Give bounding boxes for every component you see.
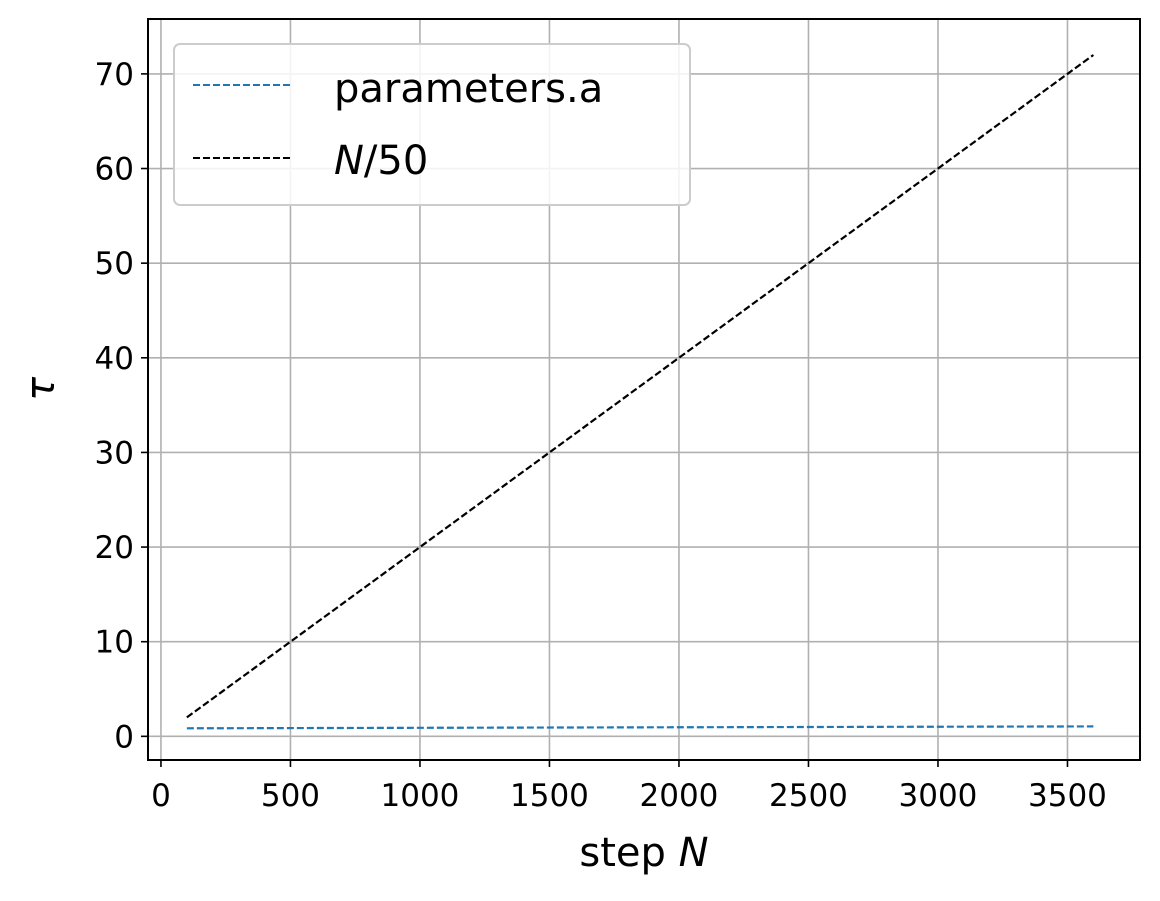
legend-entry-1-text: /50 <box>364 138 428 184</box>
axis-ticks: 0 500 1000 1500 2000 2500 3000 3500 0 10 20 30 40 50 6… <box>95 57 1107 814</box>
x-tick-label: 3500 <box>1028 778 1107 814</box>
legend-box <box>173 43 691 206</box>
x-tick-label: 1500 <box>510 778 589 814</box>
y-tick-label: 30 <box>95 435 134 471</box>
series-line-parameters-a <box>186 725 1094 730</box>
y-tick-label: 60 <box>95 152 134 188</box>
x-tick-label: 2000 <box>640 778 719 814</box>
y-tick-label: 20 <box>95 530 134 566</box>
y-axis-label: τ <box>18 376 64 401</box>
x-tick-label: 1000 <box>381 778 460 814</box>
x-axis-label-prefix: step <box>579 830 678 876</box>
x-tick-label: 2500 <box>769 778 848 814</box>
x-axis-label-symbol: N <box>679 830 709 876</box>
x-axis-label: step N <box>579 830 708 876</box>
series-line-n-50 <box>186 54 1095 719</box>
plot-frame <box>147 18 1141 761</box>
y-tick-label: 10 <box>95 625 134 661</box>
y-tick-label: 70 <box>95 57 134 93</box>
y-tick-label: 50 <box>95 246 134 282</box>
y-tick-label: 0 <box>114 719 134 755</box>
x-tick-label: 500 <box>261 778 320 814</box>
legend-entry-n-over-50: N/50 <box>334 138 428 184</box>
legend-entry-parameters-a: parameters.a <box>334 66 603 112</box>
legend-entry-1-symbol: N <box>334 138 364 184</box>
legend-entry-0-text: parameters.a <box>334 66 603 112</box>
legend: parameters.a N/50 <box>173 43 691 206</box>
y-tick-label: 40 <box>95 341 134 377</box>
series-lines <box>186 54 1095 730</box>
x-tick-label: 0 <box>151 778 171 814</box>
x-tick-label: 3000 <box>899 778 978 814</box>
